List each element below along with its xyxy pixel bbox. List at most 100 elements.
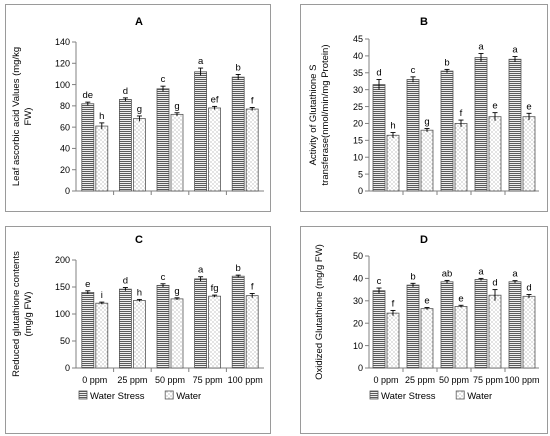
bar-water-stress (156, 284, 170, 369)
y-axis-label: Activity of Glutathione S (308, 65, 319, 166)
chart-title: D (420, 234, 428, 246)
y-tick-label: 30 (353, 85, 363, 95)
significance-letter: g (137, 104, 142, 115)
significance-letter: a (198, 56, 204, 67)
bar-water-stress (81, 292, 95, 369)
bar-water (522, 116, 536, 192)
x-tick-label: 75 ppm (193, 375, 223, 385)
y-tick-label: 120 (55, 58, 70, 68)
bar-water-stress (440, 70, 454, 192)
y-tick-label: 150 (55, 282, 70, 292)
y-tick-label: 80 (60, 101, 70, 111)
significance-letter: f (460, 108, 463, 119)
significance-letter: f (251, 281, 254, 292)
bar-water (454, 306, 468, 369)
bar-water (95, 302, 109, 369)
bar-water-stress (231, 76, 245, 192)
x-tick-label: 100 ppm (228, 375, 263, 385)
significance-letter: a (478, 266, 484, 277)
y-tick-label: 5 (358, 169, 363, 179)
y-axis-label: (mg/g FW) (23, 292, 34, 337)
bar-water (245, 108, 259, 192)
y-tick-label: 10 (353, 341, 363, 351)
significance-letter: g (174, 286, 179, 297)
y-tick-label: 20 (60, 165, 70, 175)
significance-letter: e (492, 101, 497, 112)
bar-water-stress (372, 290, 386, 369)
significance-letter: ef (211, 94, 219, 105)
significance-letter: e (526, 101, 531, 112)
chart-panel-c: C Reduced glutathione contents (mg/g FW) 0 5… (5, 226, 271, 434)
x-tick-label: 25 ppm (117, 375, 147, 385)
bar-water-stress (194, 71, 208, 192)
bar-water-stress (119, 288, 132, 369)
significance-letter: c (161, 74, 166, 85)
y-tick-label: 60 (60, 122, 70, 132)
bar-water-stress (231, 275, 245, 369)
y-axis-label: transferase(nmol/min/mg Protein) (320, 45, 331, 186)
bar-water (420, 308, 434, 369)
x-tick-label: 50 ppm (439, 375, 469, 385)
significance-letter: c (377, 276, 382, 287)
significance-letter: c (411, 65, 416, 76)
significance-letter: d (492, 278, 497, 289)
significance-letter: e (85, 279, 90, 290)
significance-letter: h (99, 111, 104, 122)
bar-water-stress (372, 84, 386, 192)
chart-title: C (135, 234, 143, 246)
significance-letter: b (444, 57, 449, 68)
bar-water (522, 295, 536, 369)
bar-water-stress (474, 279, 488, 369)
legend-label-water-stress: Water Stress (381, 391, 436, 402)
bar-water (95, 125, 109, 192)
y-tick-label: 0 (358, 363, 363, 373)
y-axis-label: Leaf ascorbic acid Values (mg/kg (11, 47, 22, 186)
legend-label-water-stress: Water Stress (90, 391, 145, 402)
y-tick-label: 20 (353, 318, 363, 328)
bar-water (454, 123, 468, 192)
bar-water-stress (508, 281, 522, 369)
significance-letter: d (123, 86, 128, 97)
x-tick-label: 100 ppm (504, 375, 539, 385)
y-tick-label: 50 (353, 251, 363, 261)
y-tick-label: 30 (353, 296, 363, 306)
significance-letter: e (458, 293, 463, 304)
significance-letter: b (410, 271, 415, 282)
x-tick-label: 25 ppm (405, 375, 435, 385)
bar-water (488, 116, 502, 192)
significance-letter: de (83, 90, 94, 101)
significance-letter: h (137, 287, 142, 298)
bar-water-stress (406, 79, 420, 192)
significance-letter: c (161, 272, 166, 283)
significance-letter: a (512, 45, 518, 56)
bar-water (386, 312, 400, 369)
bar-water-stress (440, 281, 454, 369)
significance-letter: g (424, 117, 429, 128)
y-tick-label: 40 (353, 51, 363, 61)
x-tick-label: 50 ppm (155, 375, 185, 385)
significance-letter: fg (211, 283, 219, 294)
x-tick-label: 75 ppm (473, 375, 503, 385)
bar-water (420, 129, 434, 192)
chart-title: A (135, 16, 143, 28)
y-tick-label: 40 (353, 274, 363, 284)
bar-water (386, 134, 400, 192)
x-tick-label: 0 ppm (82, 375, 107, 385)
bar-water (208, 295, 222, 369)
bar-water-stress (474, 57, 488, 192)
bar-water-stress (156, 88, 170, 192)
bar-water (170, 298, 184, 369)
y-tick-label: 20 (353, 119, 363, 129)
bar-water-stress (194, 278, 208, 369)
legend-label-water: Water (176, 391, 201, 402)
y-tick-label: 140 (55, 37, 70, 47)
bar-water (245, 295, 259, 369)
y-tick-label: 25 (353, 102, 363, 112)
y-axis-label: FW) (23, 108, 34, 126)
significance-letter: b (236, 263, 241, 274)
chart-a: A Leaf ascorbic acid Values (mg/kg FW) 0 20 4… (11, 16, 264, 196)
y-tick-label: 50 (60, 336, 70, 346)
significance-letter: d (526, 283, 531, 294)
